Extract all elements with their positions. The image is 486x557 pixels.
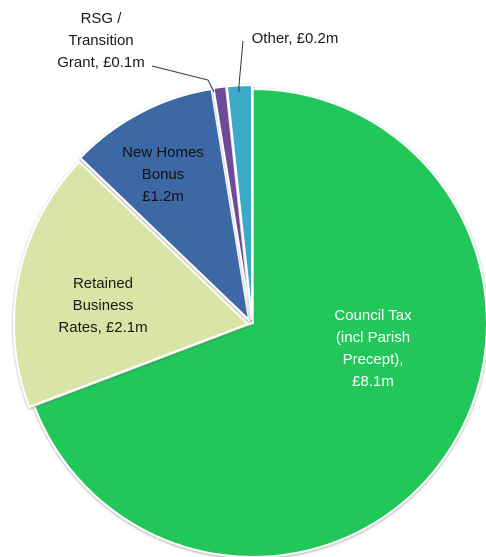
slice-label-rsg-transition-grant: RSG / Transition Grant, £0.1m [57, 10, 145, 71]
leader-line-rsg-transition-grant [152, 66, 214, 92]
slice-label-other: Other, £0.2m [252, 30, 339, 47]
leader-lines [152, 41, 243, 92]
